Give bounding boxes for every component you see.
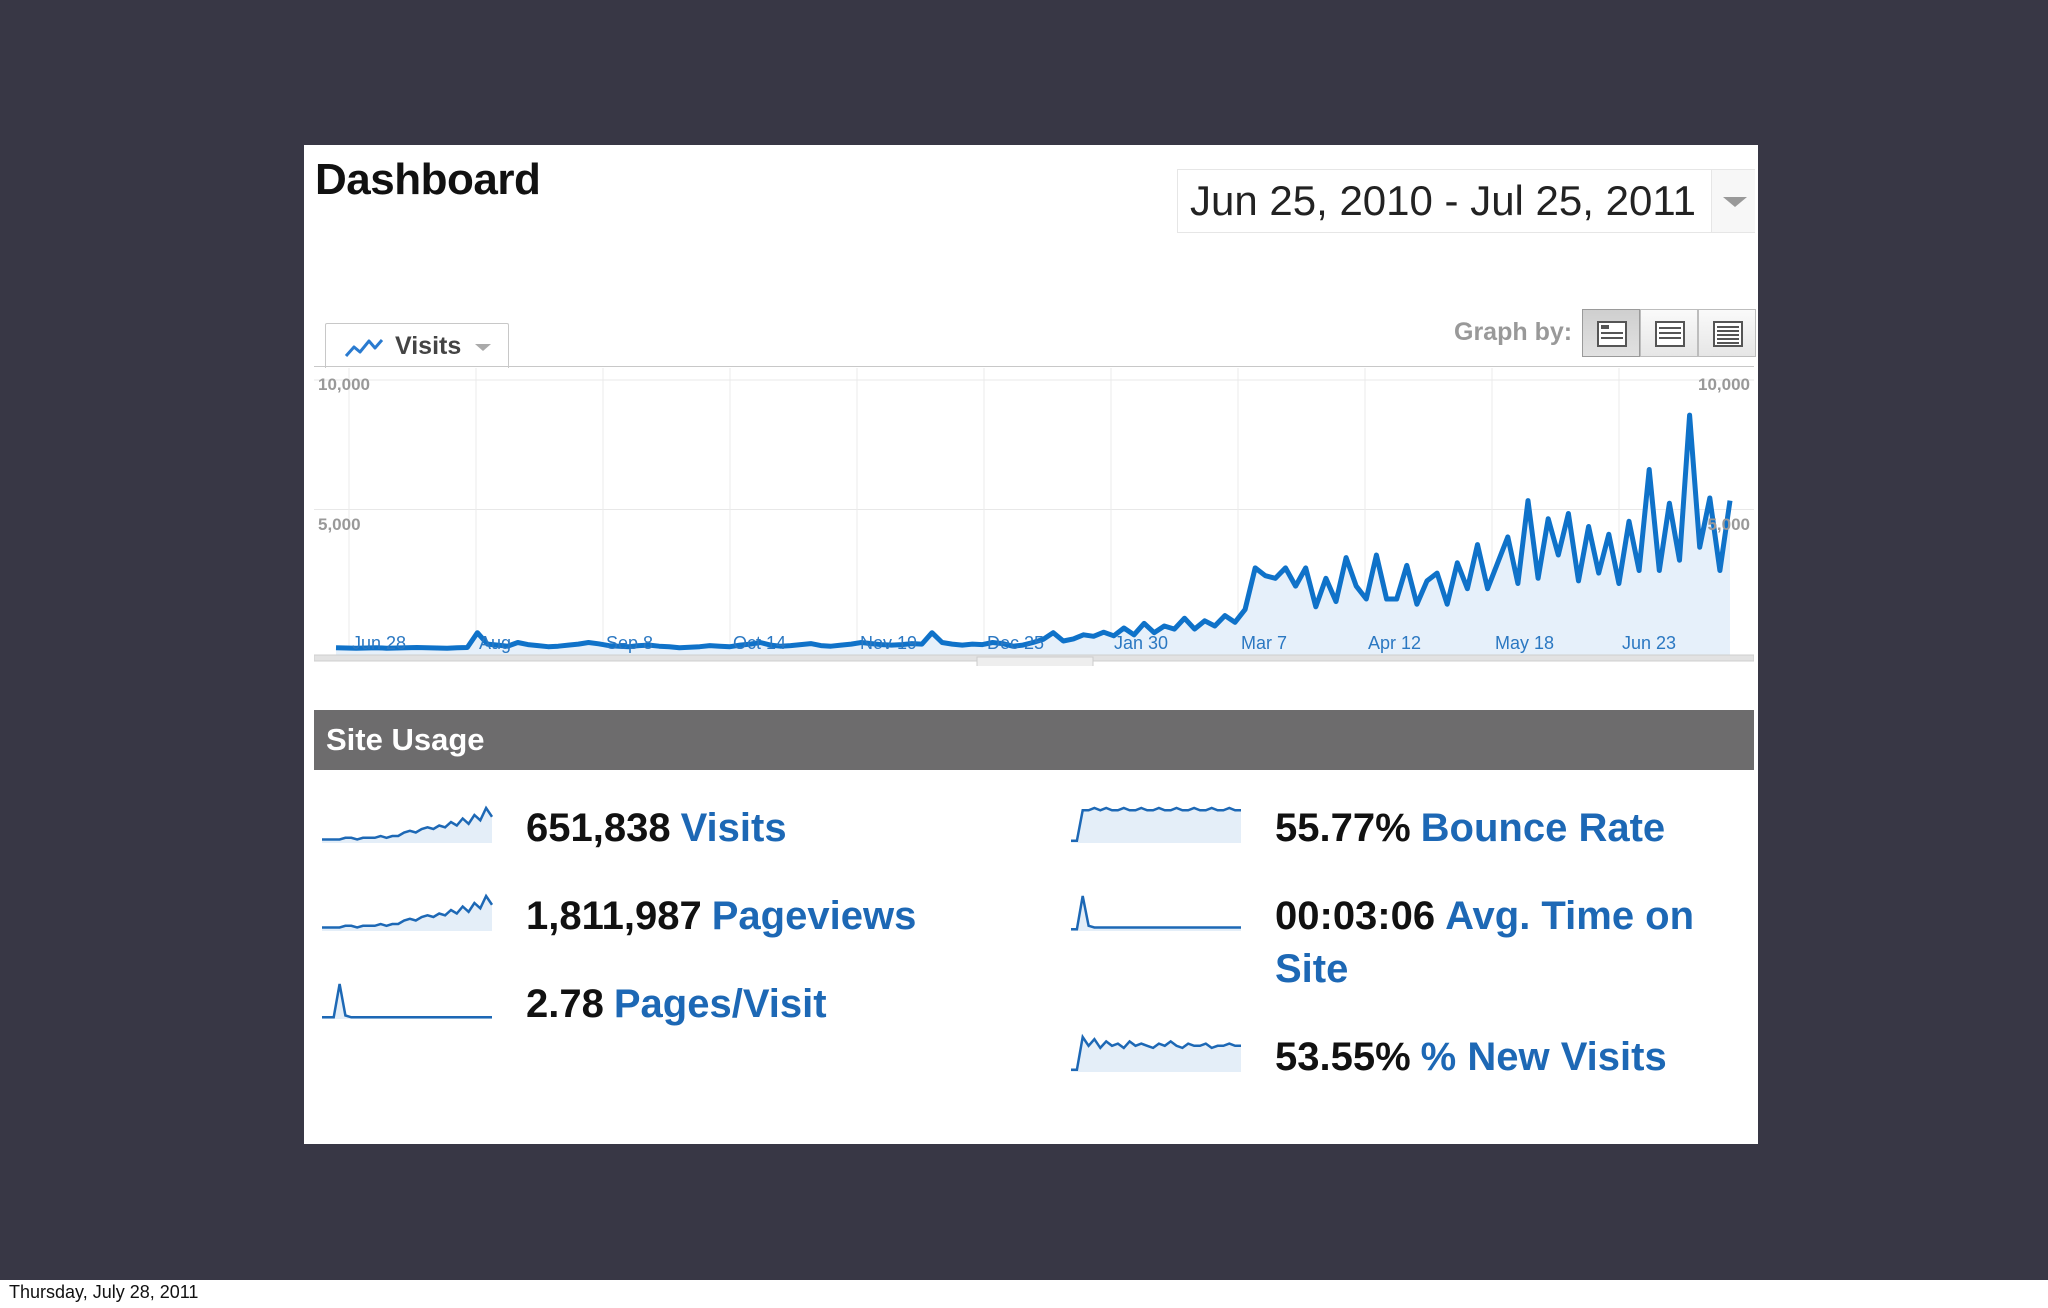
sparkline-line: [322, 805, 493, 841]
sparkline: [322, 983, 492, 1019]
chart-expand-handle[interactable]: [976, 656, 1094, 676]
sparkline: [1071, 1033, 1241, 1072]
y-tick-label-right: 10,000: [1698, 375, 1750, 394]
sparkline-fill: [322, 896, 492, 931]
graph-day-icon: [1597, 321, 1627, 347]
y-tick-label-right: 5,000: [1707, 515, 1750, 534]
visits-chart-svg: Jun 28 Aug Sep 8 Oct 14 Nov 19 Dec 25 Jan 30 Ma…: [313, 366, 1755, 801]
stat-value: 53.55%: [1275, 1035, 1411, 1079]
graph-by-label: Graph by:: [1454, 318, 1573, 346]
x-tick-label: Dec 25: [987, 633, 1044, 653]
graph-by-week-button[interactable]: [1640, 309, 1698, 357]
stat-value: 00:03:06: [1275, 894, 1436, 938]
chevron-down-icon: [475, 344, 491, 351]
stat-label-link[interactable]: Avg. Time on Site: [1275, 894, 1695, 991]
dashboard-panel: Dashboard Jun 25, 2010 - Jul 25, 2011 Vi…: [304, 145, 1758, 1144]
x-tick-label: Oct 14: [733, 633, 786, 653]
sparkline-fill: [1071, 896, 1241, 931]
x-tick-label: Jun 23: [1622, 633, 1676, 653]
graph-month-icon: [1713, 321, 1743, 347]
visits-area: [336, 415, 1730, 656]
sparkline: [322, 893, 493, 931]
stat-text: 00:03:06 Avg. Time on Site: [1275, 890, 1715, 996]
stat-label-link[interactable]: Pageviews: [711, 894, 917, 938]
stat-label-link[interactable]: Visits: [680, 806, 787, 850]
stat-text: 651,838 Visits: [526, 802, 787, 855]
visits-line: [335, 412, 1733, 651]
page-title: Dashboard: [315, 155, 541, 204]
sparkline-line: [322, 983, 492, 1019]
sparkline-line: [1071, 895, 1241, 931]
stat-value: 2.78: [526, 982, 604, 1026]
sparkline-line: [1071, 806, 1241, 842]
date-range-picker[interactable]: Jun 25, 2010 - Jul 25, 2011: [1177, 169, 1755, 233]
x-tick-label: Mar 7: [1241, 633, 1287, 653]
x-tick-label: May 18: [1495, 633, 1554, 653]
metric-selector[interactable]: Visits: [325, 323, 509, 368]
visits-chart: Jun 28 Aug Sep 8 Oct 14 Nov 19 Dec 25 Jan 30 Ma…: [313, 366, 1755, 801]
sparkline: [1071, 806, 1241, 843]
chevron-down-icon[interactable]: [1711, 170, 1755, 232]
x-tick-label: Jan 30: [1114, 633, 1168, 653]
sparkline-fill: [1071, 808, 1241, 843]
x-tick-label: Apr 12: [1368, 633, 1421, 653]
stat-text: 1,811,987 Pageviews: [526, 890, 916, 943]
date-range-text: Jun 25, 2010 - Jul 25, 2011: [1190, 177, 1696, 224]
stat-text: 55.77% Bounce Rate: [1275, 802, 1665, 855]
stat-text: 53.55%% New Visits: [1275, 1031, 1667, 1084]
y-tick-label-left: 10,000: [318, 375, 370, 394]
sparkline: [322, 805, 493, 843]
footer-date: Thursday, July 28, 2011: [9, 1282, 199, 1302]
sparkline-fill: [322, 808, 492, 843]
sparkline-fill: [322, 984, 492, 1019]
x-tick-label: Aug: [479, 633, 511, 653]
stat-value: 651,838: [526, 806, 671, 850]
graph-by-day-button[interactable]: [1582, 309, 1640, 357]
graph-by-month-button[interactable]: [1698, 309, 1756, 357]
site-usage-title: Site Usage: [326, 722, 485, 757]
x-tick-label: Jun 28: [352, 633, 406, 653]
x-tick-label: Nov 19: [860, 633, 917, 653]
sparkline-line: [322, 893, 493, 929]
site-usage-header: Site Usage: [314, 710, 1754, 770]
stat-label-link[interactable]: % New Visits: [1420, 1035, 1667, 1079]
slide-footer: Thursday, July 28, 2011: [0, 1280, 2048, 1308]
stat-value: 1,811,987: [526, 894, 702, 938]
stat-label-link[interactable]: Bounce Rate: [1420, 806, 1666, 850]
sparkline: [1071, 895, 1241, 931]
x-tick-label: Sep 8: [606, 633, 653, 653]
stat-value: 55.77%: [1275, 806, 1411, 850]
sparkline-line: [1071, 1033, 1241, 1072]
stat-text: 2.78 Pages/Visit: [526, 978, 827, 1031]
y-tick-label-left: 5,000: [318, 515, 361, 534]
stat-label-link[interactable]: Pages/Visit: [613, 982, 827, 1026]
line-chart-icon: [344, 339, 384, 357]
graph-week-icon: [1655, 321, 1685, 347]
metric-selector-label: Visits: [395, 332, 462, 360]
